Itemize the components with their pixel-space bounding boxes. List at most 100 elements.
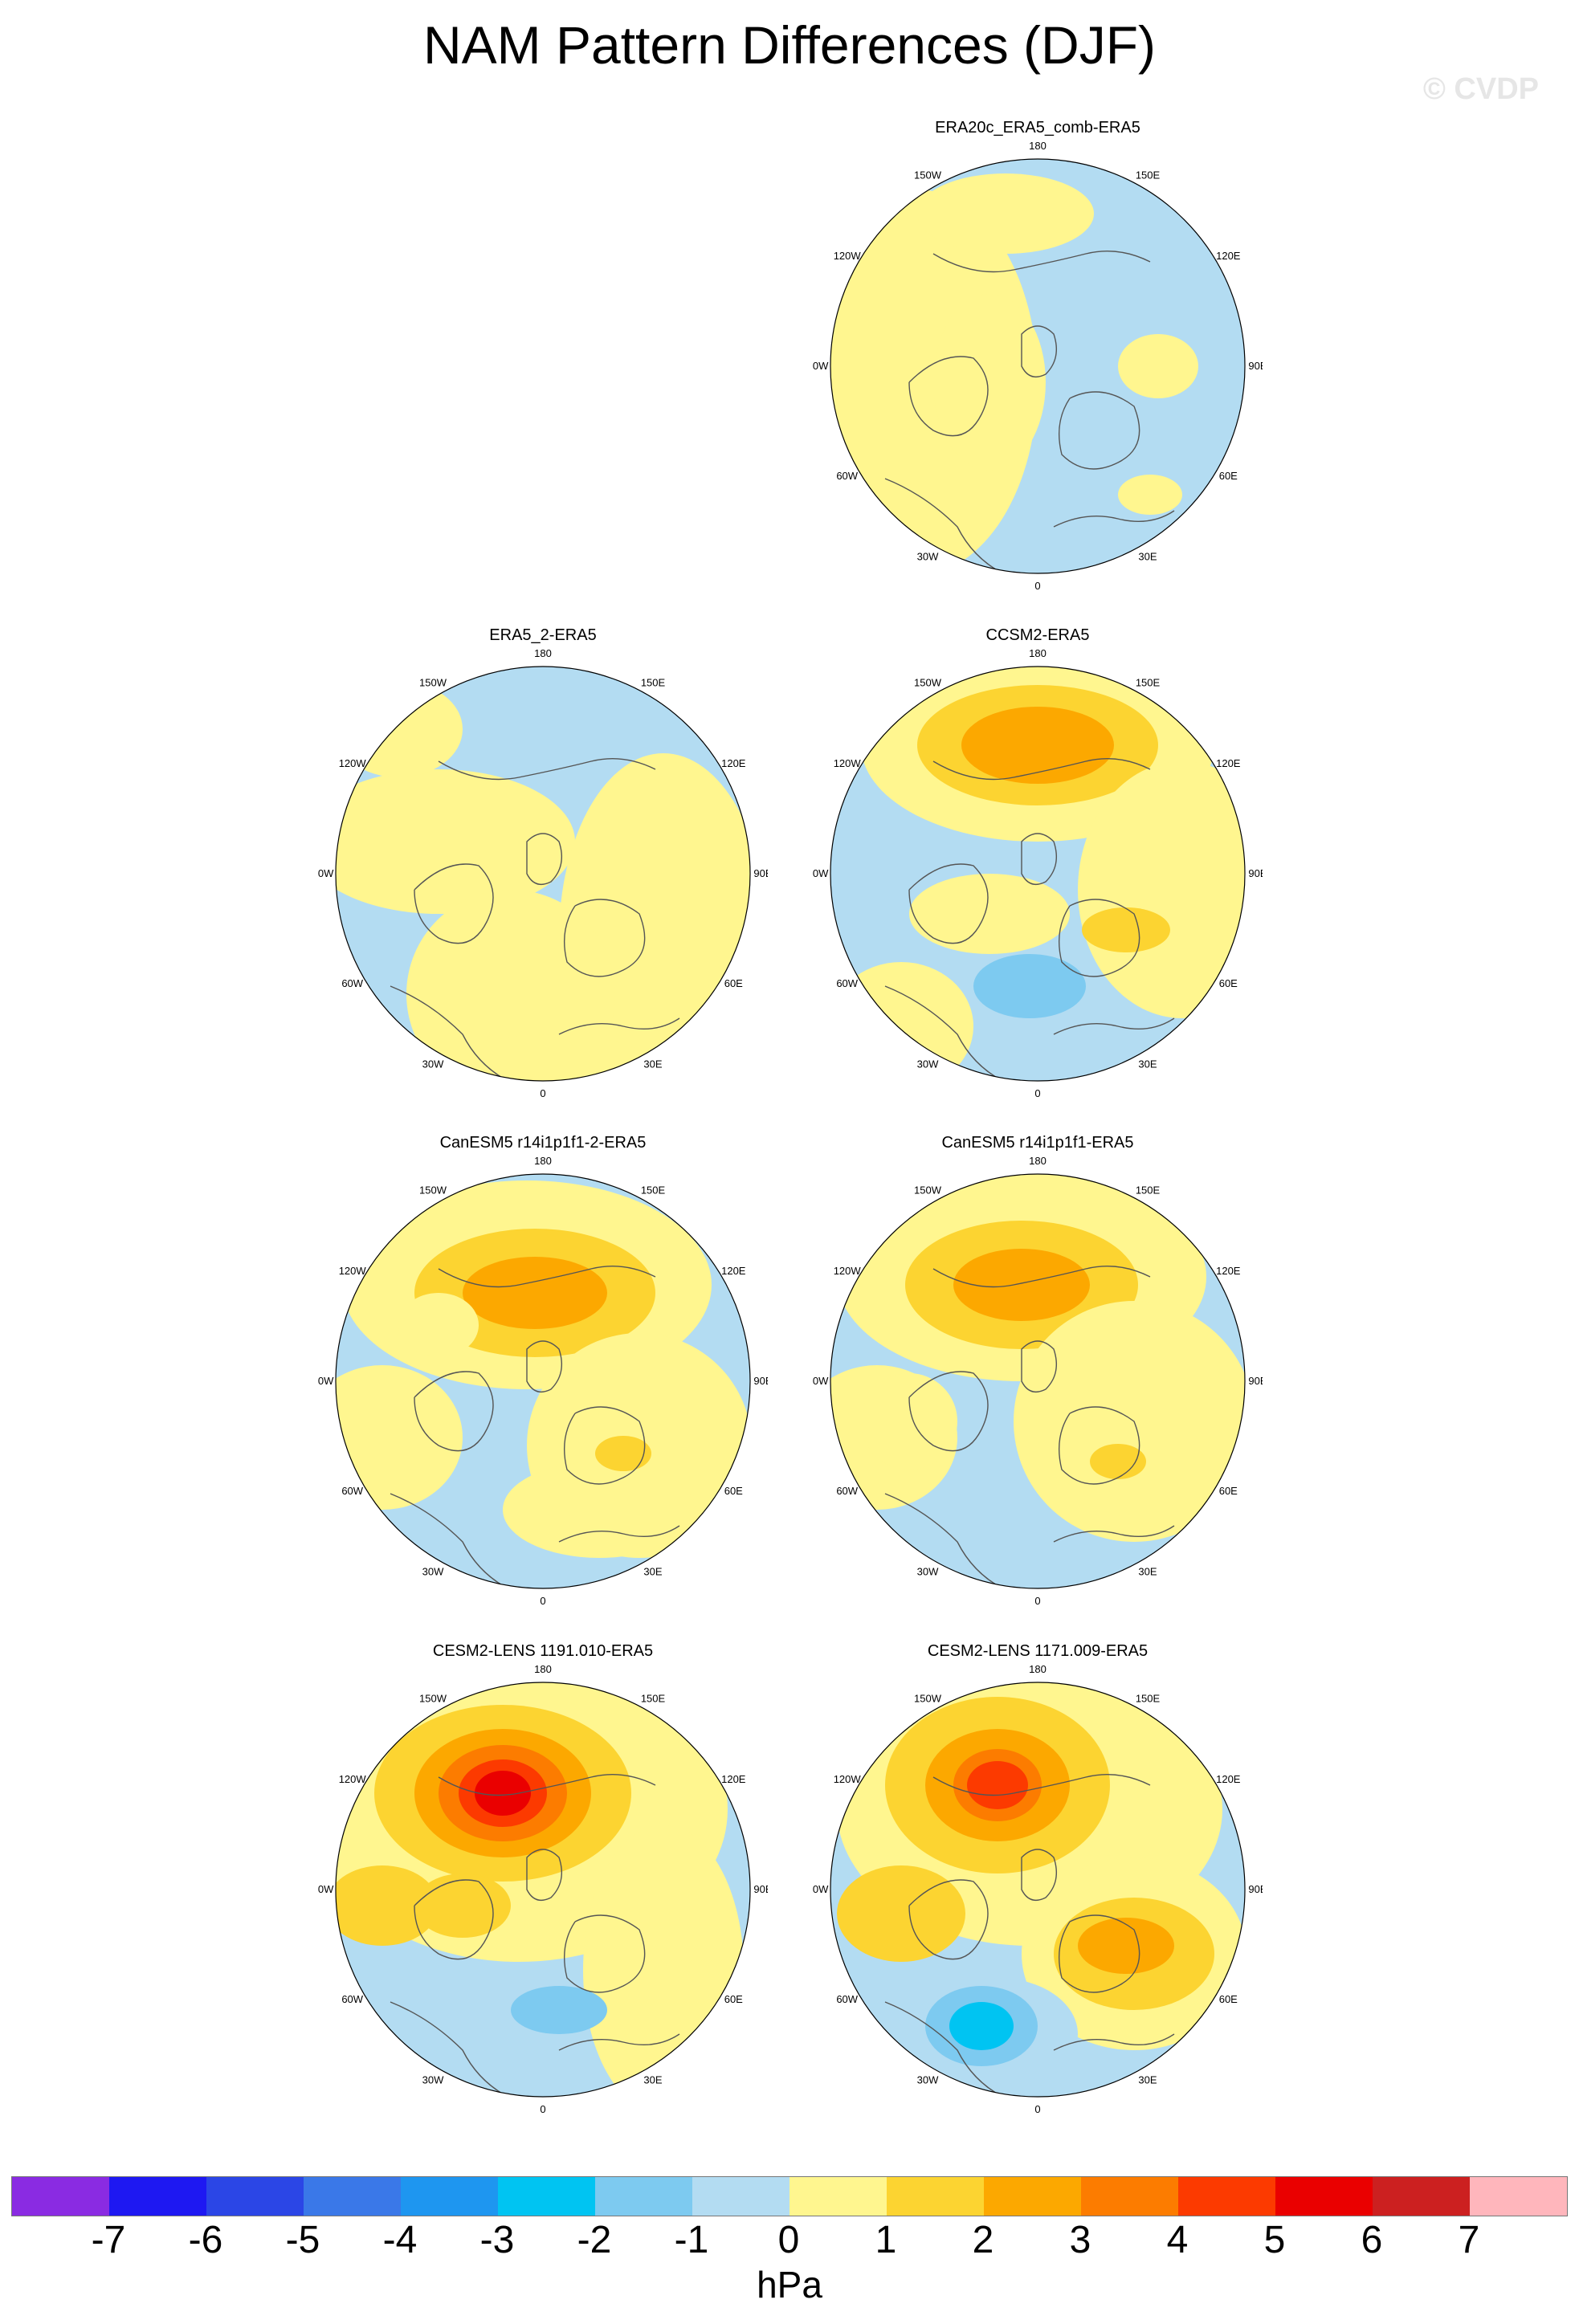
colorbar-tick-labels: -7 -6 -5 -4 -3 -2 -1 0 1 2 3 4 5 6 7 — [11, 2218, 1566, 2266]
colorbar-box — [595, 2177, 692, 2216]
longitude-label: 120E — [1216, 1265, 1241, 1277]
polar-map: 180 150E 120E 90E 60E 30E 0 30W 60W 90W 120W 150W — [813, 141, 1263, 592]
coastline — [438, 758, 656, 781]
colorbar-box — [1081, 2177, 1178, 2216]
colorbar-box — [887, 2177, 984, 2216]
coastline — [1021, 833, 1057, 885]
coastline — [884, 478, 1006, 573]
map-panel-era20c: ERA20c_ERA5_comb-ERA5 180 150E 120E 90E 60E 30… — [813, 119, 1263, 617]
longitude-label: 150E — [1136, 1693, 1161, 1705]
colorbar-tick-label: 7 — [1458, 2219, 1480, 2261]
colorbar-box — [1178, 2177, 1275, 2216]
coastline — [438, 1266, 656, 1288]
colorbar-box — [109, 2177, 206, 2216]
coastline — [526, 1849, 562, 1901]
longitude-label: 30E — [643, 1058, 662, 1070]
anomaly-contour — [1118, 334, 1198, 398]
anomaly-contour — [336, 1865, 439, 1946]
longitude-label: 90W — [813, 1883, 829, 1895]
coastline — [390, 1493, 512, 1588]
coastline — [1021, 1849, 1057, 1901]
longitude-label: 30W — [917, 1058, 939, 1070]
anomaly-contour — [414, 1873, 511, 1938]
anomaly-contour — [967, 1761, 1028, 1809]
polar-map: 180 150E 120E 90E 60E 30E 0 30W 60W 90W 120W 150W — [813, 1156, 1263, 1607]
coastline — [1053, 1525, 1175, 1543]
polar-map: 180 150E 120E 90E 60E 30E 0 30W 60W 90W 120W 150W — [813, 1665, 1263, 2115]
longitude-label: 60W — [836, 470, 858, 482]
longitude-label: 60E — [1219, 1485, 1238, 1497]
coastline — [884, 985, 1006, 1081]
panel-title: ERA5_2-ERA5 — [489, 626, 597, 644]
longitude-label: 30E — [1138, 1565, 1157, 1577]
coastline — [1058, 899, 1140, 977]
longitude-label: 30E — [643, 1565, 662, 1577]
longitude-label: 180 — [1029, 141, 1047, 152]
coastline — [526, 833, 562, 885]
longitude-label: 90W — [813, 867, 829, 879]
longitude-label: 60W — [341, 977, 363, 989]
colorbar-tick-label: -2 — [577, 2219, 612, 2261]
longitude-label: 60W — [341, 1485, 363, 1497]
watermark: © CVDP — [1422, 72, 1539, 106]
longitude-label: 120E — [1216, 757, 1241, 769]
longitude-label: 30W — [422, 1565, 444, 1577]
longitude-label: 150W — [419, 677, 447, 689]
longitude-label: 90E — [1248, 1375, 1263, 1387]
anomaly-contour — [1118, 475, 1182, 515]
longitude-label: 60W — [836, 1485, 858, 1497]
anomaly-contour — [1078, 1918, 1174, 1974]
coastline — [1058, 1406, 1140, 1485]
coastline — [558, 1017, 680, 1035]
longitude-label: 150W — [914, 169, 942, 181]
longitude-label: 0 — [1034, 2103, 1040, 2115]
longitude-label: 120E — [1216, 250, 1241, 262]
longitude-label: 90E — [753, 867, 768, 879]
colorbar-tick-label: -4 — [382, 2219, 418, 2261]
longitude-label: 60E — [1219, 1993, 1238, 2005]
coastline — [908, 1371, 989, 1452]
longitude-label: 60W — [341, 1993, 363, 2005]
map-boundary — [335, 666, 751, 1082]
coastline — [884, 1493, 1006, 1588]
longitude-label: 120W — [339, 757, 367, 769]
longitude-label: 180 — [534, 649, 552, 659]
longitude-label: 90W — [318, 867, 334, 879]
longitude-label: 90E — [1248, 360, 1263, 372]
longitude-label: 60E — [724, 977, 743, 989]
anomaly-contour — [430, 1034, 671, 1081]
longitude-label: 120W — [339, 1773, 367, 1785]
longitude-label: 120W — [834, 1265, 862, 1277]
colorbar-tick-label: -3 — [479, 2219, 515, 2261]
anomaly-contour — [961, 707, 1114, 784]
panel-title: CCSM2-ERA5 — [985, 626, 1090, 644]
longitude-label: 180 — [1029, 649, 1047, 659]
coastline — [438, 1774, 656, 1796]
longitude-label: 60W — [836, 1993, 858, 2005]
coastline — [932, 1774, 1151, 1796]
longitude-label: 150W — [914, 677, 942, 689]
colorbar-box — [304, 2177, 401, 2216]
figure-title: NAM Pattern Differences (DJF) — [422, 15, 1156, 75]
map-boundary — [335, 1682, 751, 2098]
longitude-label: 120E — [721, 1773, 746, 1785]
map-boundary — [830, 1682, 1246, 2098]
colorbar-box — [692, 2177, 790, 2216]
colorbar-tick-label: -5 — [285, 2219, 320, 2261]
colorbar-box — [790, 2177, 887, 2216]
coastline — [563, 899, 646, 977]
longitude-label: 60E — [724, 1993, 743, 2005]
longitude-label: 60W — [836, 977, 858, 989]
longitude-label: 120E — [721, 1265, 746, 1277]
colorbar-box — [984, 2177, 1081, 2216]
map-boundary — [830, 1173, 1246, 1589]
longitude-label: 150E — [1136, 1184, 1161, 1197]
longitude-label: 0 — [540, 1595, 545, 1607]
colorbar-box — [1470, 2177, 1567, 2216]
anomaly-contour — [511, 1986, 607, 2034]
colorbar-box — [498, 2177, 595, 2216]
coastline — [1058, 391, 1140, 470]
map-panel-era5_2: ERA5_2-ERA5 180 150E 120E 90E 60E 30E 0 30W 60W 90… — [318, 626, 768, 1124]
anomaly-contour — [475, 1771, 531, 1816]
coastline — [1053, 510, 1175, 528]
